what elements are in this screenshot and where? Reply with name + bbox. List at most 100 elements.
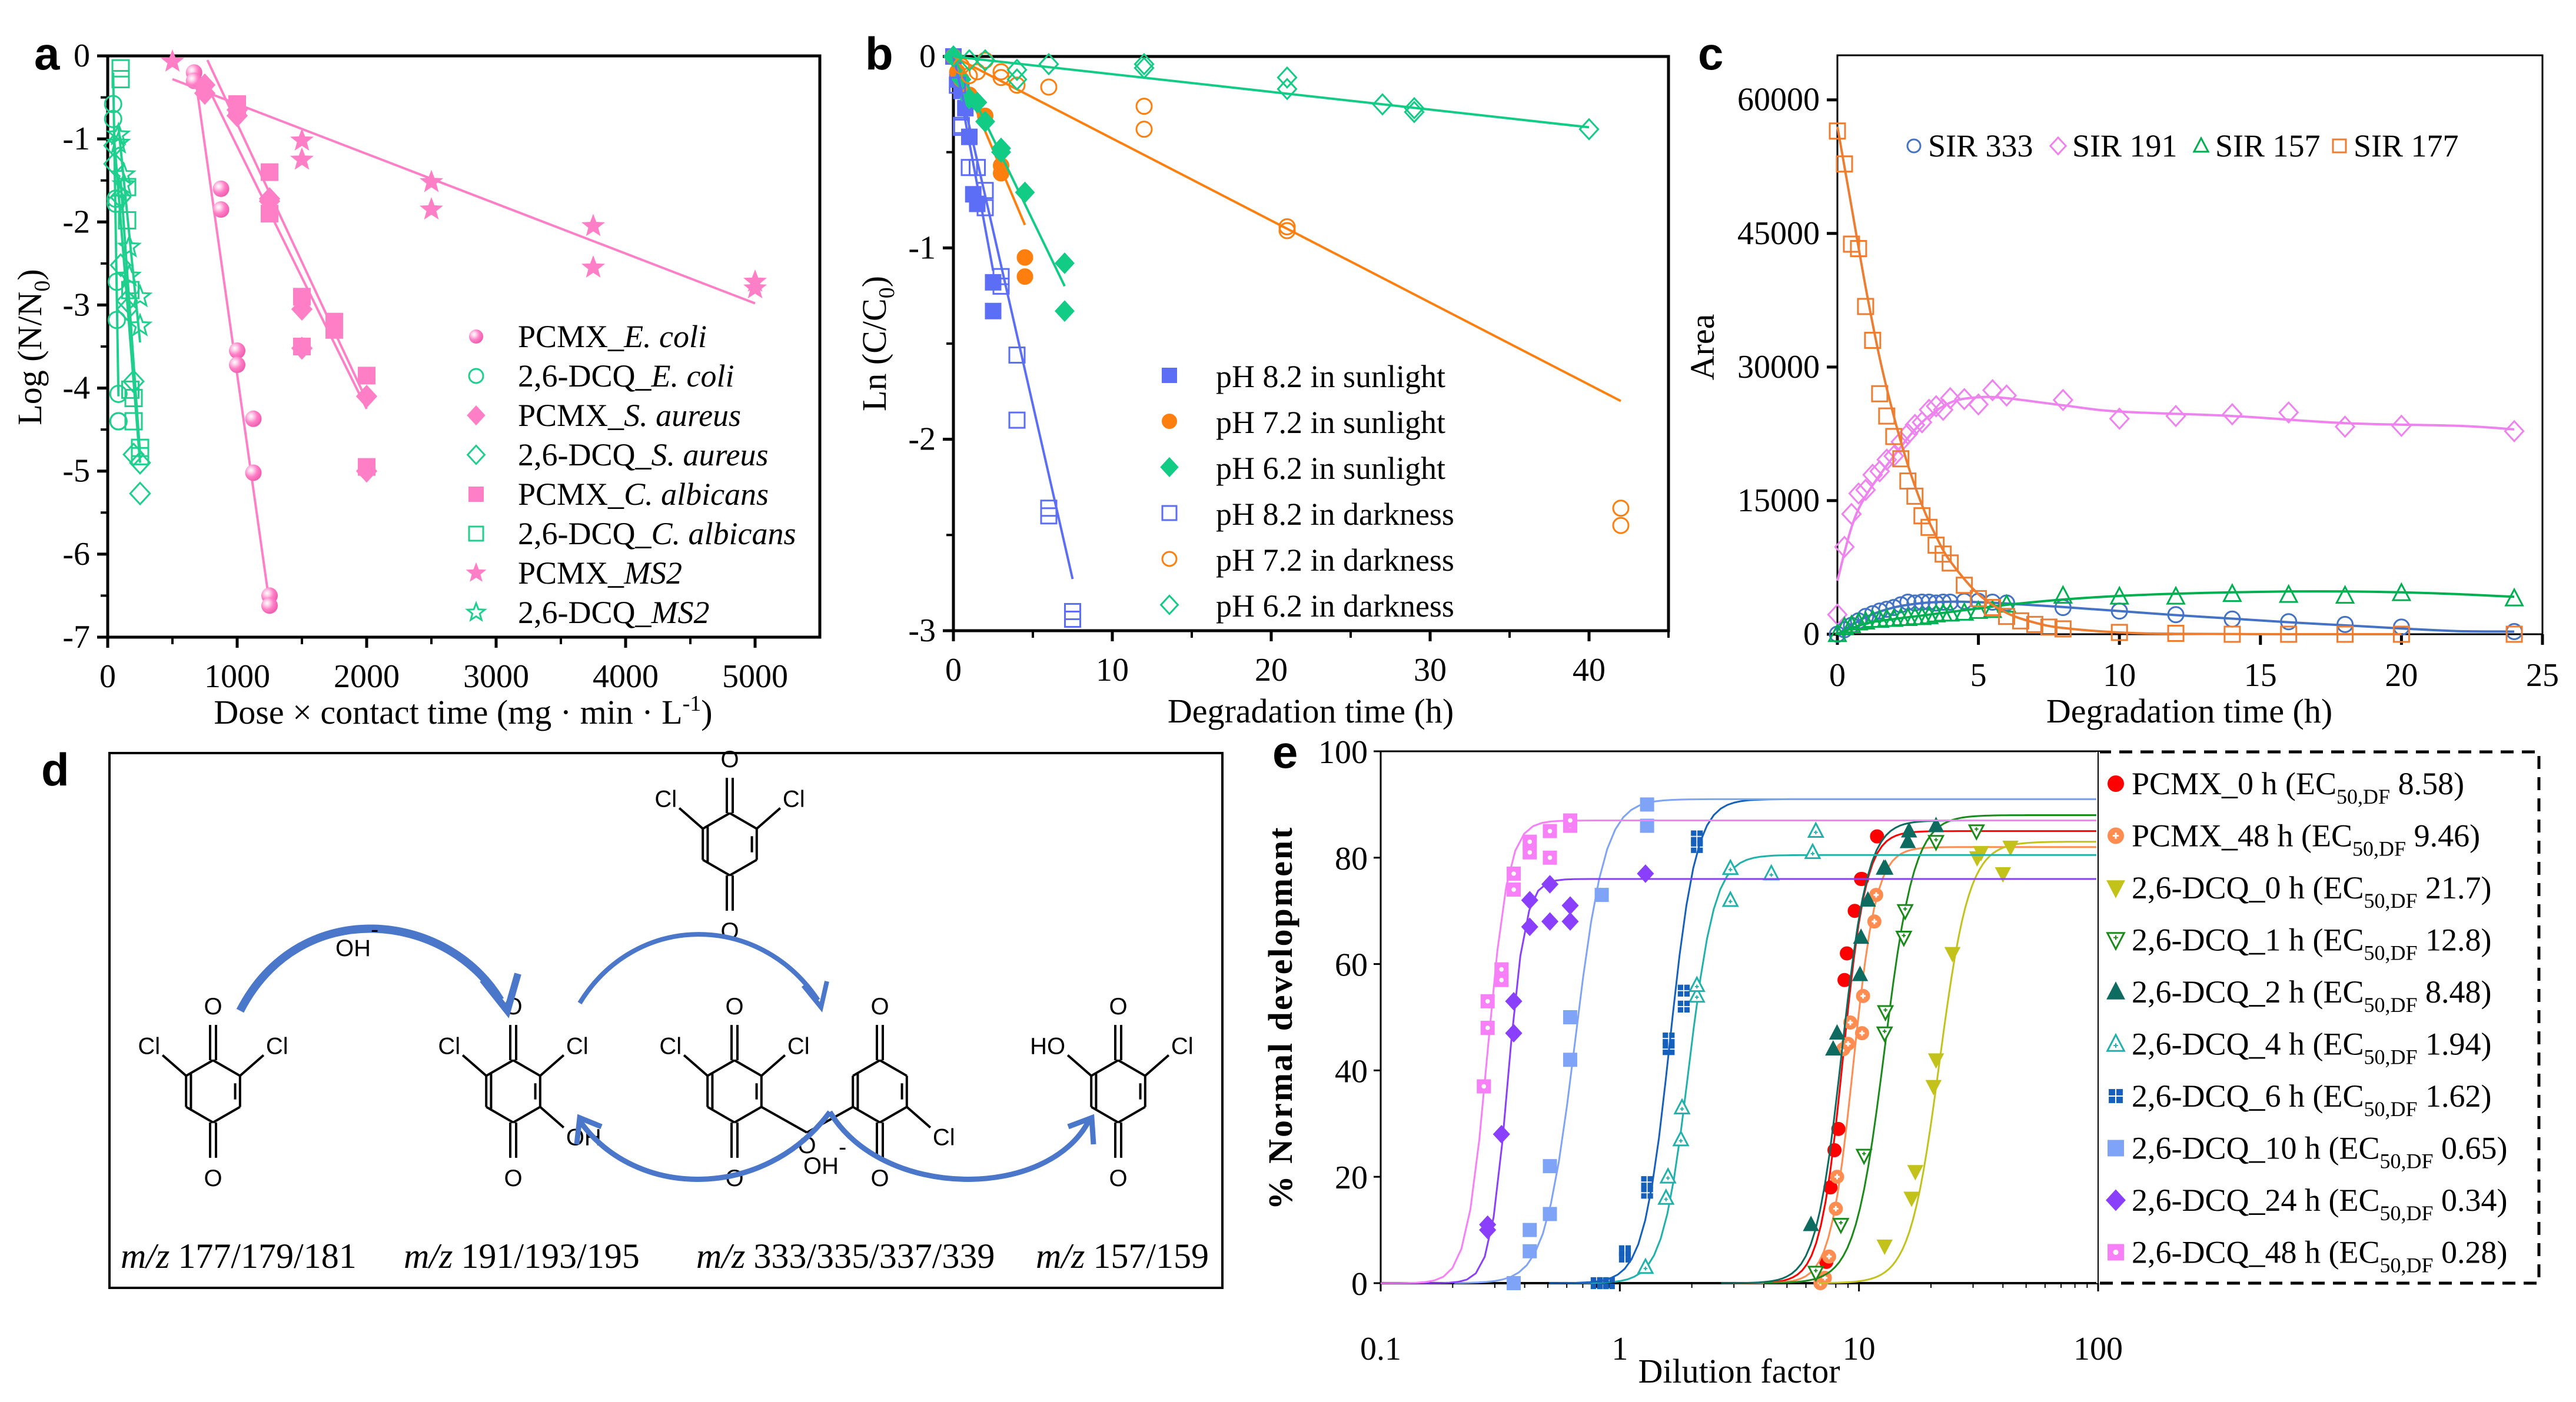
legend-marker [1162,368,1176,382]
data-point [1523,835,1536,848]
data-point [1542,876,1557,893]
data-point [2336,417,2354,437]
legend-label: 2,6-DCQ_4 h (EC50,DF 1.94) [2132,1027,2492,1069]
y-tick-label: -1 [62,121,90,157]
data-point [326,322,343,338]
reaction-scheme: OOCl ClOOCl ClOHOOCl ClOOCl ClOOClOOOHO Cl OH… [109,747,1222,1288]
legend-marker [2108,828,2123,844]
legend-marker [1161,458,1178,476]
data-point [1857,990,1870,1003]
data-point [1544,851,1557,864]
atom-label: O [725,994,743,1020]
data-point [986,304,1001,319]
data-point [1522,892,1537,909]
series-0 [1722,830,2098,1283]
data-point [1055,301,1073,321]
data-point [1690,978,1704,991]
atom-label: O [1109,994,1127,1020]
legend-marker [2109,1089,2123,1103]
fit-line [205,81,367,409]
y-tick-label: 60 [1335,947,1368,984]
data-point [125,413,142,429]
legend-label: SIR 333 [1928,128,2033,164]
data-point [229,357,245,373]
legend-label: 2,6-DCQ_S. aureus [518,437,769,472]
data-point [1908,1165,1922,1179]
fit-line [953,56,1589,127]
data-point [130,483,150,504]
data-point [1945,948,1959,961]
panel-letter-c: c [1698,28,1723,79]
series-8 [1387,865,2098,1283]
data-point [110,413,127,429]
chart-e-ylabel: % Normal development [1261,826,1299,1210]
legend-marker [1162,414,1176,428]
data-point [229,342,245,359]
series-3 [1830,124,2522,642]
data-point [1018,250,1033,265]
legend-marker [1162,506,1176,520]
chart-b-degradation: 0 10 20 30 400-1-2-3pH 8.2 in sunlightpH 7.2… [908,38,1668,688]
y-tick-label: -3 [62,287,90,323]
series-5 [944,46,1598,139]
chart-c-sir-areas: 0 5 10 15 20 25015000300004500060000SIR 333 SI… [1737,55,2559,694]
data-point [245,465,262,481]
x-tick-label: 1 [1611,1331,1628,1367]
x-tick-label: 10 [2103,657,2136,694]
data-point [1840,947,1853,960]
y-tick-label: 0 [919,38,936,75]
x-tick-label: 20 [1255,652,1288,688]
data-point [1563,913,1578,930]
data-point [358,459,375,475]
legend-marker [1161,595,1178,614]
data-point [1842,504,1860,524]
y-tick-label: 20 [1335,1160,1368,1196]
data-point [1674,1132,1688,1145]
fit-curve [1733,847,2098,1283]
fit-curve [1722,831,2098,1283]
legend-label: pH 8.2 in darkness [1216,497,1454,532]
legend-label: PCMX_0 h (EC50,DF 8.58) [2132,766,2464,808]
data-point [1877,1027,1892,1041]
y-tick-label: -3 [908,612,936,649]
x-tick-label: 0.1 [1360,1331,1401,1367]
data-point [1663,1033,1674,1044]
data-point [1580,119,1598,139]
atom-label: Cl [438,1034,460,1060]
legend-marker [2333,139,2346,152]
y-tick-label: 40 [1335,1053,1368,1090]
x-tick-label: 3000 [463,658,529,695]
y-tick-label: 0 [1351,1266,1368,1303]
data-point [1596,888,1608,901]
panel-letter-b: b [865,28,893,79]
data-point [2168,588,2185,604]
legend-marker [469,329,483,344]
atom-label: O [870,994,889,1020]
data-point [213,181,230,197]
fit-line [113,72,118,396]
legend-label: 2,6-DCQ_6 h (EC50,DF 1.62) [2132,1078,2492,1121]
legend-marker [1907,139,1920,152]
data-point [583,215,604,235]
legend-marker [2108,881,2125,897]
x-tick-label: 20 [2385,657,2418,694]
mz-label-177: m/z 177/179/181 [121,1237,357,1276]
data-point [1544,1160,1557,1173]
data-point [1830,1170,1843,1183]
data-point [1641,798,1654,811]
data-point [294,288,310,305]
legend: PCMX_E. coli2,6-DCQ_E. coliPCMX_S. aureu… [467,319,796,630]
atom-label: O [204,994,222,1020]
legend-marker [1162,552,1176,566]
legend-label: PCMX_C. albicans [518,477,769,512]
atom-label: Cl [1171,1034,1194,1060]
x-tick-label: 40 [1573,652,1606,688]
x-tick-label: 25 [2526,657,2559,694]
data-point [2166,406,2185,426]
x-tick-label: 10 [1096,652,1129,688]
legend-marker [2194,138,2208,152]
data-point [1613,501,1628,516]
legend: pH 8.2 in sunlightpH 7.2 in sunlightpH 6… [1161,359,1454,624]
x-tick-label: 5 [1970,657,1987,694]
data-point [1856,1027,1869,1040]
